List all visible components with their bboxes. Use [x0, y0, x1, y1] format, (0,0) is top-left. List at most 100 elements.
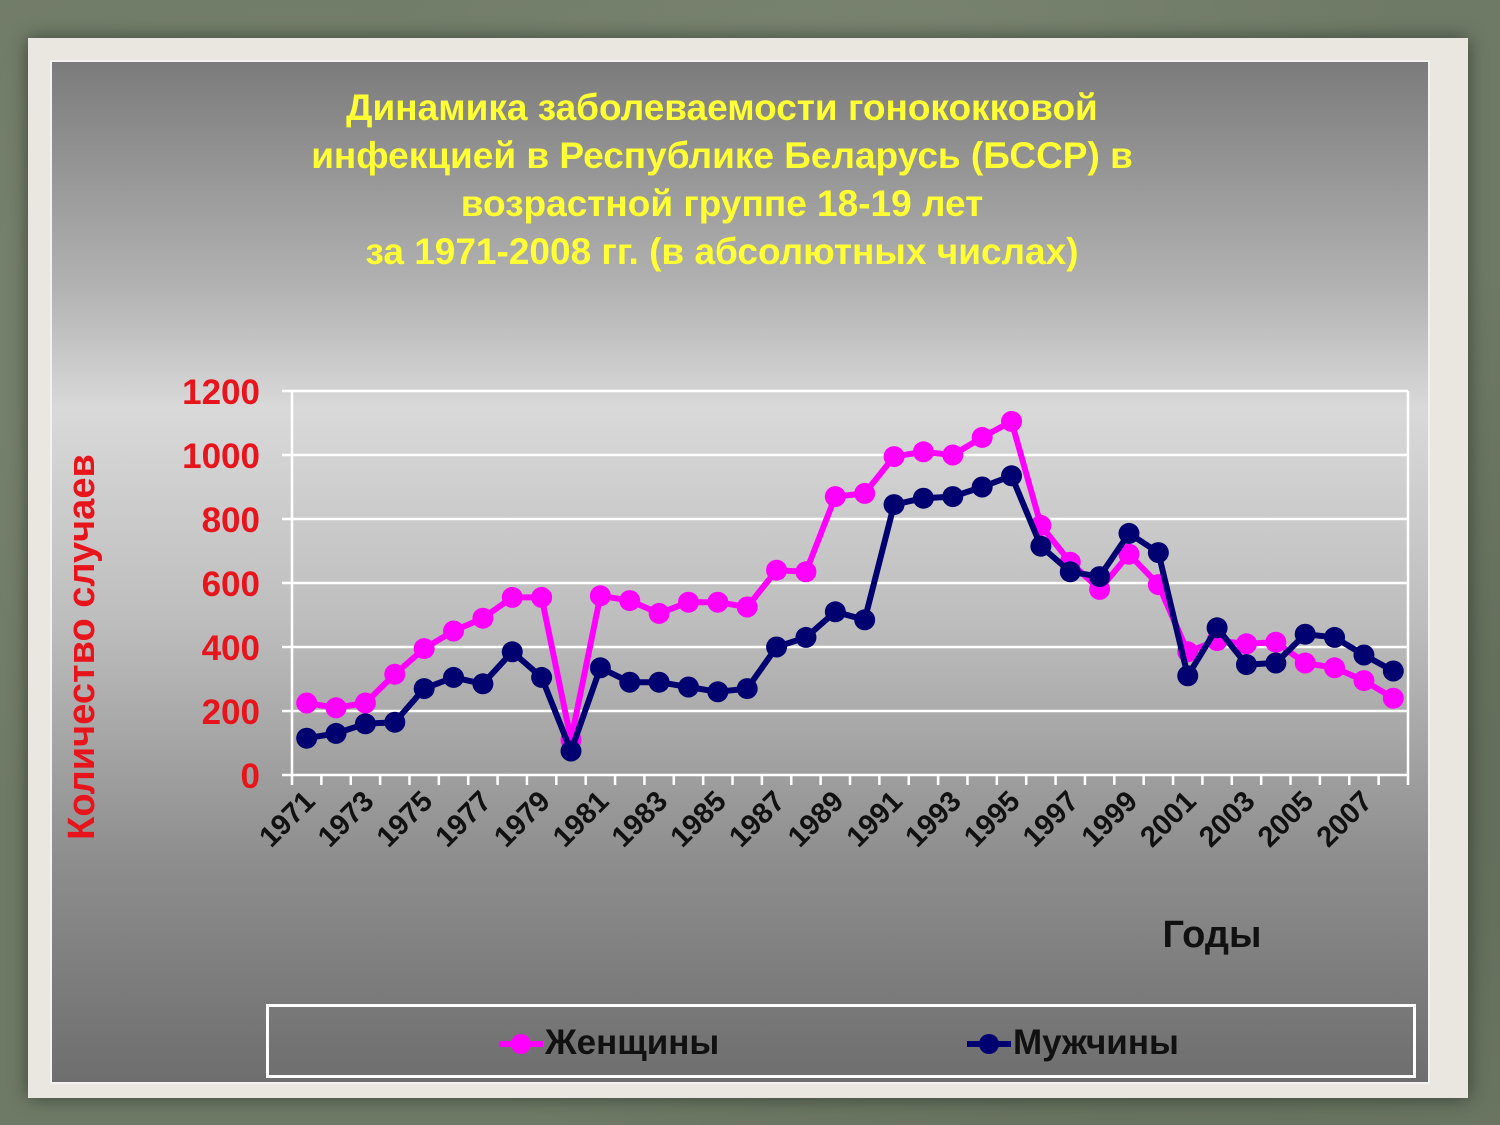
y-tick-label: 1000 [182, 437, 260, 476]
point-men [795, 626, 817, 648]
y-tick-labels: 0 200 400 600 800 1000 1200 [182, 373, 260, 796]
point-women [912, 441, 934, 463]
y-tick-label: 400 [202, 629, 260, 668]
point-men [942, 486, 964, 508]
point-men [384, 711, 406, 733]
point-women [736, 596, 758, 618]
point-men [824, 601, 846, 623]
point-men [296, 727, 318, 749]
point-men [1353, 644, 1375, 666]
point-women [1324, 657, 1346, 679]
title-line-2: инфекцией в Республике Беларусь (БССР) в [311, 135, 1133, 176]
point-men [1030, 535, 1052, 557]
y-tick-label: 200 [202, 693, 260, 732]
point-women [1294, 652, 1316, 674]
x-tick-labels: 1971197319751977197919811983198519871989… [253, 785, 1379, 853]
point-men [1147, 542, 1169, 564]
point-men [1089, 566, 1111, 588]
point-women [443, 620, 465, 642]
x-tick-label: 2005 [1252, 785, 1320, 853]
y-tick-label: 800 [202, 501, 260, 540]
x-tick-label: 2001 [1134, 785, 1202, 853]
x-tick-label: 2007 [1311, 785, 1379, 853]
point-men [1177, 665, 1199, 687]
series-women [296, 410, 1404, 751]
point-men [1235, 654, 1257, 676]
point-women [1118, 543, 1140, 565]
point-men [443, 666, 465, 688]
title-line-4: за 1971-2008 гг. (в абсолютных числах) [365, 231, 1079, 272]
y-axis-label: Количество случаев [61, 454, 103, 840]
legend-label-men: Мужчины [1013, 1023, 1179, 1062]
point-men [677, 676, 699, 698]
point-men [912, 487, 934, 509]
point-men [472, 673, 494, 695]
legend-marker-men [967, 1034, 1011, 1054]
title-line-3: возрастной группе 18-19 лет [460, 183, 984, 224]
series-line-men [306, 472, 1395, 754]
point-women [325, 697, 347, 719]
y-tick-label: 600 [202, 565, 260, 604]
point-women [883, 446, 905, 468]
y-tick-label: 1200 [182, 373, 260, 412]
x-tick-label: 1997 [1017, 785, 1085, 853]
point-women [472, 607, 494, 629]
point-men [619, 671, 641, 693]
point-men [854, 609, 876, 631]
x-tick-label: 1993 [899, 785, 967, 853]
point-men [1324, 626, 1346, 648]
x-tick-label: 1985 [665, 785, 733, 853]
point-men [589, 657, 611, 679]
point-men [648, 671, 670, 693]
legend: Женщины Мужчины [266, 1004, 1416, 1078]
point-women [677, 591, 699, 613]
x-tick-label: 1999 [1076, 785, 1144, 853]
x-tick-label: 1989 [782, 785, 850, 853]
point-men [883, 494, 905, 516]
x-tick-label: 1977 [430, 785, 498, 853]
point-women [531, 586, 553, 608]
point-men [707, 681, 729, 703]
x-tick-label: 1983 [606, 785, 674, 853]
axes [290, 391, 1410, 777]
series-men [296, 465, 1404, 762]
point-men [413, 678, 435, 700]
point-women [795, 561, 817, 583]
point-women [296, 692, 318, 714]
x-tick-label: 1991 [841, 785, 909, 853]
legend-marker-women [499, 1034, 543, 1054]
point-women [413, 638, 435, 660]
point-women [1001, 410, 1023, 432]
point-women [942, 444, 964, 466]
point-men [354, 713, 376, 735]
point-women [854, 482, 876, 504]
x-tick-label: 1995 [958, 785, 1026, 853]
point-men [736, 678, 758, 700]
point-women [354, 692, 376, 714]
title-line-1: Динамика заболеваемости гонококковой [346, 87, 1098, 128]
x-axis-label: Годы [1163, 914, 1262, 956]
point-women [648, 602, 670, 624]
point-women [1235, 633, 1257, 655]
x-tick-label: 1979 [488, 785, 556, 853]
point-women [384, 663, 406, 685]
point-men [560, 740, 582, 762]
point-women [824, 486, 846, 508]
point-women [501, 586, 523, 608]
point-men [971, 476, 993, 498]
point-men [1001, 465, 1023, 487]
series-line-women [306, 418, 1395, 743]
point-women [619, 590, 641, 612]
point-men [501, 641, 523, 663]
point-men [1059, 561, 1081, 583]
point-men [766, 636, 788, 658]
point-men [1265, 652, 1287, 674]
point-men [531, 666, 553, 688]
gridlines [282, 389, 1410, 785]
point-men [1206, 617, 1228, 639]
point-women [766, 559, 788, 581]
point-women [1382, 687, 1404, 709]
point-women [971, 426, 993, 448]
point-women [1353, 670, 1375, 692]
